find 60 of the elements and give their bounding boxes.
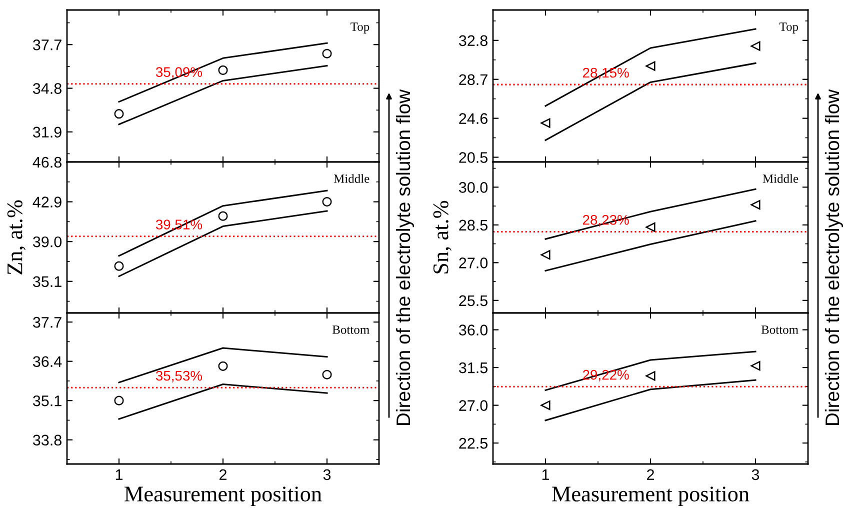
point	[114, 261, 124, 271]
x-tick-label: 3	[752, 469, 760, 480]
point	[218, 211, 228, 221]
y-tick-label: 27.0	[459, 400, 488, 411]
point	[750, 361, 760, 371]
point	[114, 396, 124, 406]
annotation: Bottom	[761, 326, 798, 334]
y-tick-label: 36.0	[458, 324, 488, 336]
x-axis-title: Measurement position	[124, 486, 322, 506]
y-tick-label: 35.1	[32, 395, 62, 406]
point	[218, 65, 228, 75]
y-tick-label: 28.5	[459, 220, 488, 231]
y-tick-label: 39.0	[32, 236, 62, 248]
point	[322, 48, 332, 58]
annotation: Top	[350, 22, 370, 34]
y-tick-label: 31.9	[32, 126, 62, 138]
annotation: Bottom	[332, 326, 370, 334]
point	[322, 197, 332, 207]
point	[646, 222, 656, 232]
y-tick-label: 36.4	[32, 356, 62, 368]
y-tick-label: 37.7	[32, 39, 62, 50]
x-tick-label: 2	[220, 469, 226, 480]
y-tick-label: 31.5	[458, 362, 488, 374]
y-tick-label: 30.0	[458, 182, 488, 193]
y-tick-label: 35.1	[32, 276, 62, 288]
x-axis-title: Measurement position	[552, 486, 750, 506]
point	[540, 250, 550, 260]
point	[646, 371, 656, 381]
y-tick-label: 46.8	[32, 156, 62, 168]
annotation: Top	[780, 22, 798, 34]
x-tick-label: 2	[647, 469, 654, 480]
y-tick-label: 22.5	[459, 438, 488, 449]
point	[114, 109, 124, 119]
point	[540, 118, 550, 128]
x-tick-label: 1	[116, 469, 123, 480]
point	[218, 361, 228, 371]
y-tick-label: 25.5	[459, 295, 488, 306]
y-tick-label: 42.9	[32, 196, 62, 208]
x-tick-label: 1	[542, 469, 550, 480]
point	[322, 370, 332, 380]
y-tick-label: 27.0	[459, 258, 488, 268]
text: Direction of the electrolyte solution flow	[824, 89, 844, 425]
y-tick-label: 28.7	[459, 74, 488, 86]
x-tick-label: 3	[323, 469, 331, 480]
point	[540, 400, 550, 410]
annotation: Middle	[334, 174, 370, 183]
point	[750, 41, 760, 51]
y-tick-label: 34.8	[32, 83, 62, 94]
y-tick-label: 32.8	[458, 35, 488, 46]
y-tick-label: 33.8	[32, 434, 62, 446]
y-tick-label: 20.5	[459, 152, 488, 163]
annotation: Middle	[762, 174, 798, 183]
y-axis-title: Sn, at.%	[433, 200, 452, 274]
y-tick-label: 37.7	[32, 316, 62, 328]
text: Direction of the electrolyte solution flow	[396, 89, 414, 425]
point	[750, 200, 760, 210]
y-axis-title: Zn, at.%	[7, 200, 26, 274]
ref-line-label: 35,53%	[156, 370, 202, 382]
y-tick-label: 24.6	[459, 113, 488, 124]
point	[646, 61, 656, 71]
